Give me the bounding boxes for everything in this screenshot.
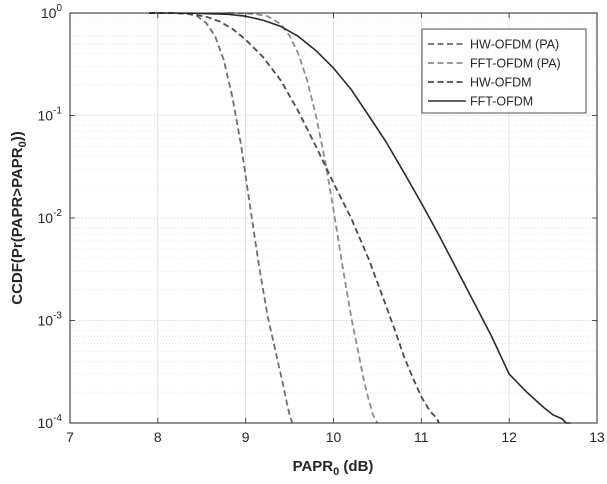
series-layer [149,12,571,424]
y-tick-label: 10-4 [38,413,63,431]
y-tick-label: 100 [41,3,63,21]
legend-label-2: FFT-OFDM (PA) [470,57,561,71]
legend-label-1: HW-OFDM (PA) [470,38,559,52]
grid [70,13,597,423]
series-line-1 [149,12,294,424]
y-tick-label: 10-3 [38,311,63,329]
ticks: 7 8 9 10 11 12 13 10-4 10-3 10-2 10-1 100 [38,3,605,445]
x-tick-label: 9 [242,429,250,445]
x-axis-label: PAPR0 (dB) [293,458,374,478]
y-tick-label: 10-1 [38,106,63,124]
y-axis-label: CCDF(Pr(PAPR>PAPR0)) [9,131,29,305]
x-tick-label: 7 [66,429,74,445]
x-tick-label: 12 [501,429,517,445]
x-tick-label: 8 [154,429,162,445]
series-line-2 [228,12,379,424]
series-line-3 [149,12,440,424]
x-tick-label: 11 [414,429,429,445]
x-tick-label: 10 [326,429,342,445]
x-tick-label: 13 [589,429,605,445]
series-line-4 [149,12,571,424]
legend-box [421,28,587,114]
legend-entries: HW-OFDM (PA) FFT-OFDM (PA) HW-OFDM FFT-OFDM [428,38,561,109]
legend: HW-OFDM (PA) FFT-OFDM (PA) HW-OFDM FFT-OFDM [421,28,587,114]
legend-label-3: HW-OFDM [470,76,532,90]
y-tick-label: 10-2 [38,208,63,226]
legend-label-4: FFT-OFDM [470,95,533,109]
